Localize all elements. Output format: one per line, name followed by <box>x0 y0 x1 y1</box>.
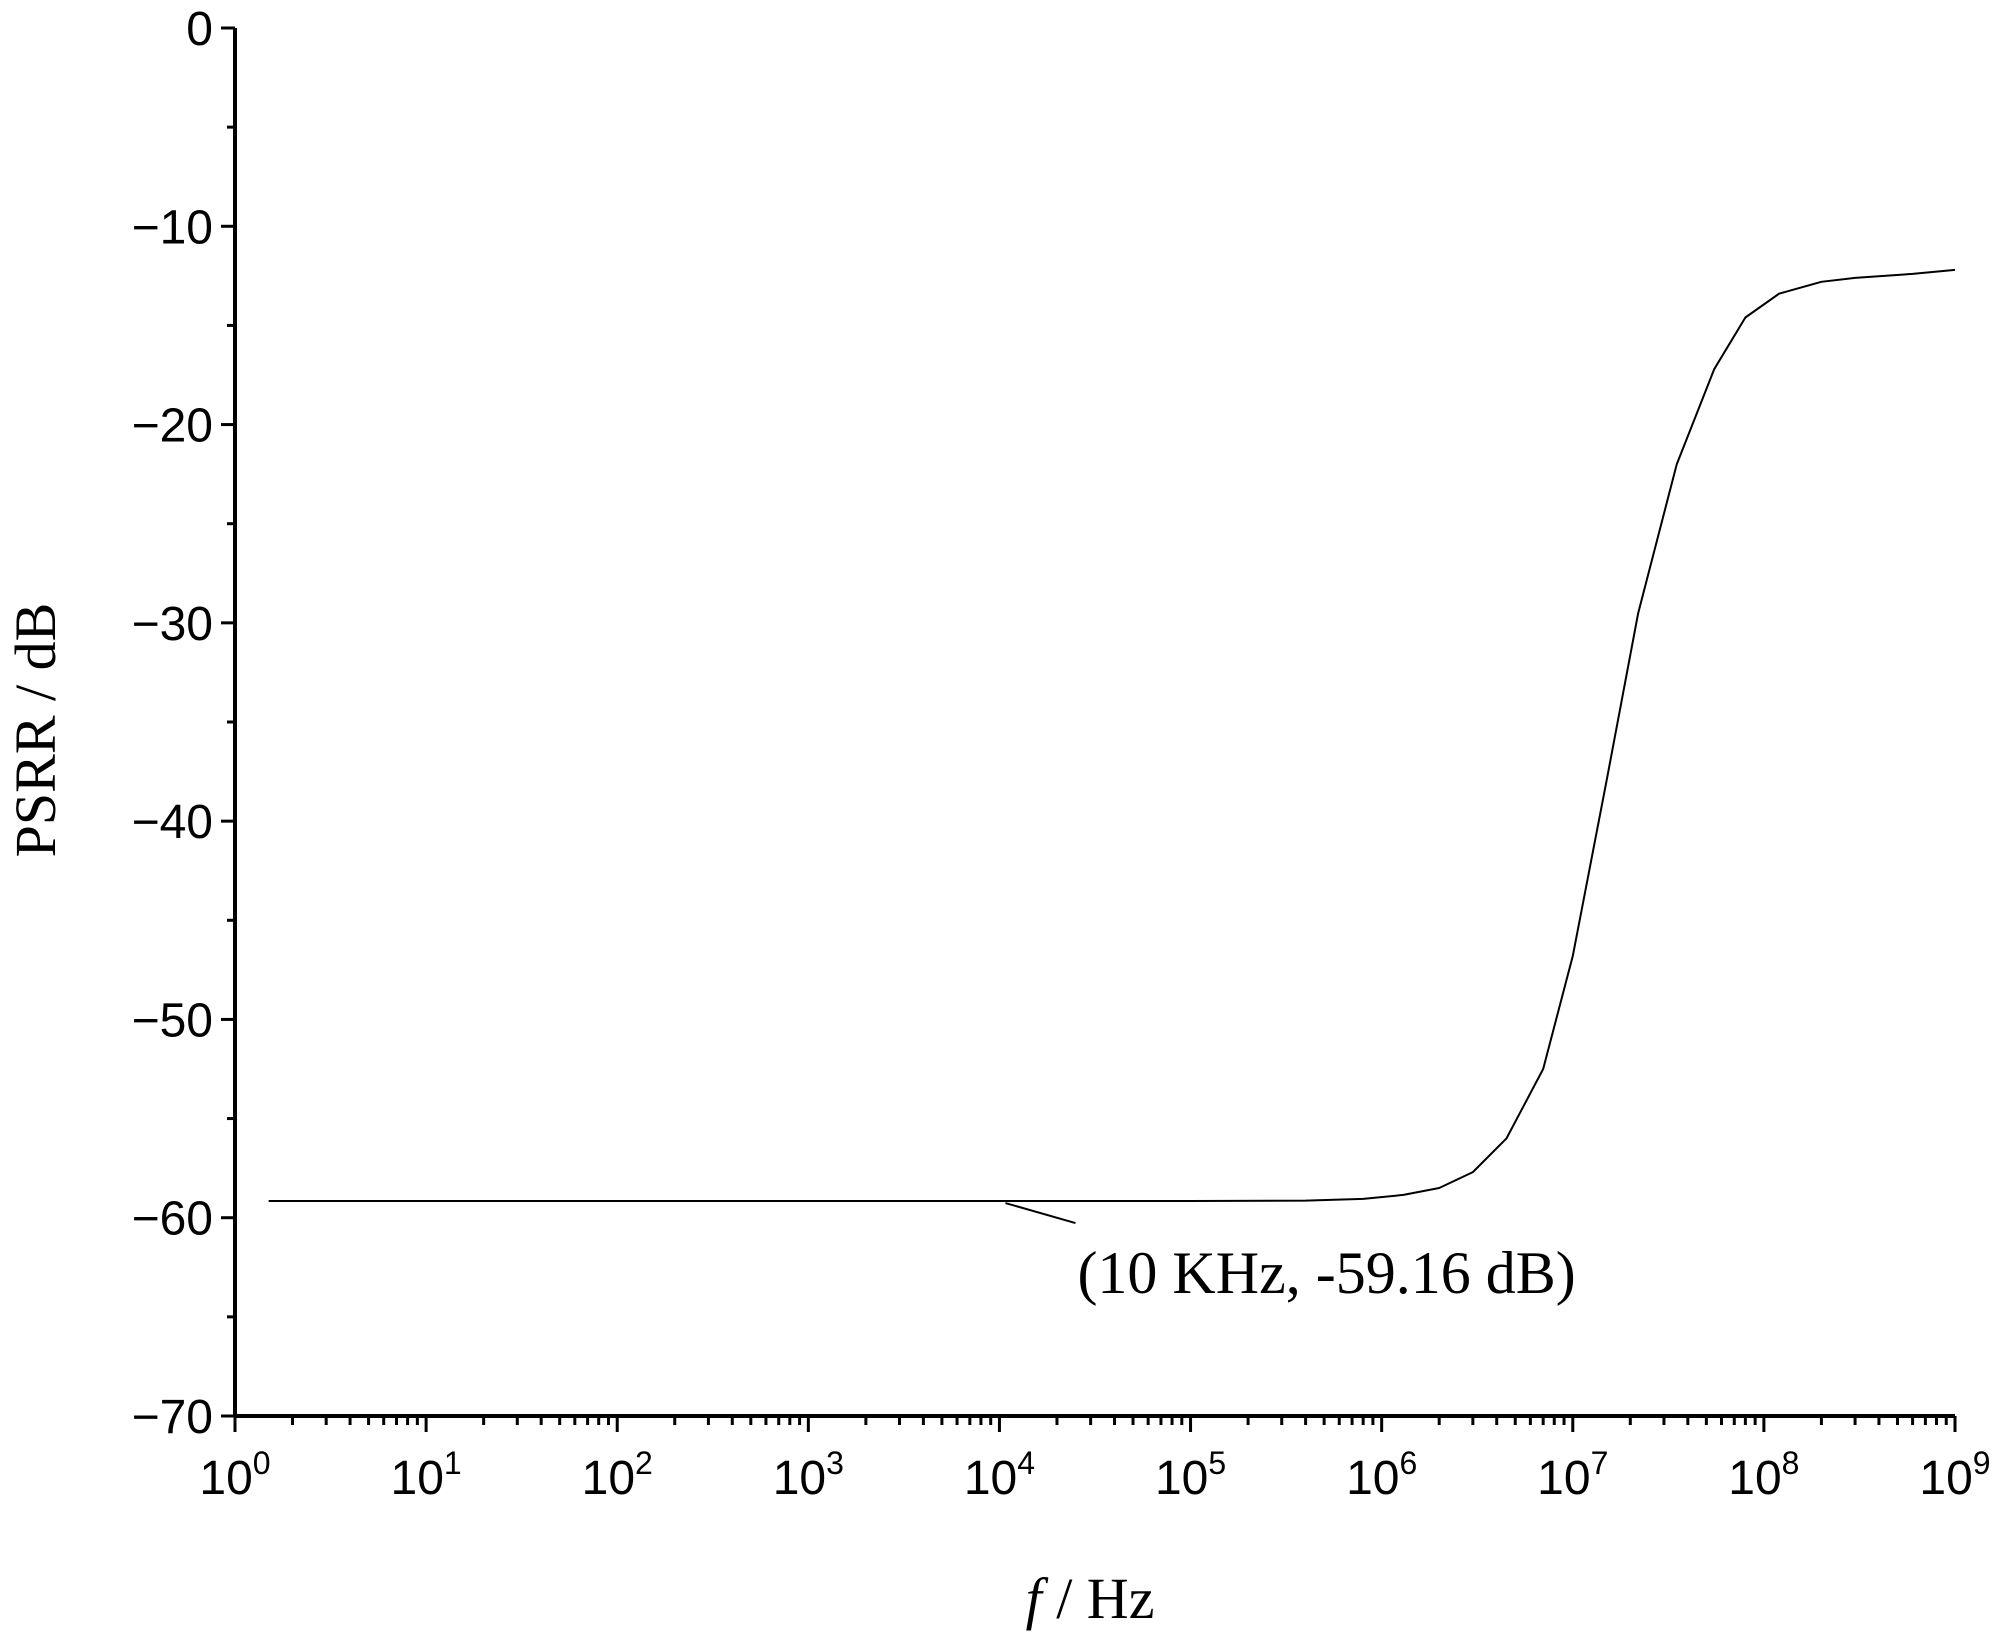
x-tick-label-base: 10 <box>1155 1452 1208 1505</box>
x-tick-label: 105 <box>1155 1445 1226 1505</box>
y-tick-label: 0 <box>186 3 213 56</box>
annotation-leader-line <box>1005 1202 1076 1225</box>
x-tick-label: 100 <box>199 1445 270 1505</box>
x-tick-label-exponent: 8 <box>1782 1445 1800 1481</box>
annotation-label: (10 KHz, -59.16 dB) <box>1077 1240 1575 1306</box>
y-tick-label: −50 <box>132 994 213 1047</box>
x-tick-label-exponent: 6 <box>1399 1445 1417 1481</box>
series-layer <box>268 268 1956 1203</box>
x-tick-label-base: 10 <box>1346 1452 1399 1505</box>
x-tick-label-base: 10 <box>773 1452 826 1505</box>
y-tick-label: −10 <box>132 201 213 254</box>
y-tick-label: −40 <box>132 796 213 849</box>
psrr-curve <box>268 268 1956 1203</box>
x-tick-label-exponent: 4 <box>1017 1445 1035 1481</box>
y-tick-label: −60 <box>132 1193 213 1246</box>
x-tick-label-base: 10 <box>391 1452 444 1505</box>
x-tick-label: 101 <box>391 1445 462 1505</box>
x-tick-label: 103 <box>773 1445 844 1505</box>
annotation-layer: (10 KHz, -59.16 dB) <box>1005 1202 1576 1306</box>
x-tick-label-exponent: 7 <box>1591 1445 1609 1481</box>
x-tick-label-exponent: 1 <box>444 1445 462 1481</box>
x-tick-label-exponent: 3 <box>826 1445 844 1481</box>
x-axis-unit: / Hz <box>1042 1566 1155 1631</box>
x-tick-label-exponent: 5 <box>1208 1445 1226 1481</box>
x-tick-label: 109 <box>1919 1445 1990 1505</box>
x-tick-label: 106 <box>1346 1445 1417 1505</box>
x-tick-label-base: 10 <box>1919 1452 1972 1505</box>
x-axis-title: f / Hz <box>1026 1566 1155 1631</box>
y-tick-label: −30 <box>132 598 213 651</box>
x-tick-label-exponent: 0 <box>253 1445 271 1481</box>
x-tick-label-base: 10 <box>1537 1452 1590 1505</box>
y-tick-label: −20 <box>132 400 213 453</box>
axes <box>233 28 1955 1418</box>
x-tick-label: 107 <box>1537 1445 1608 1505</box>
x-tick-label: 104 <box>964 1445 1035 1505</box>
x-tick-label: 108 <box>1728 1445 1799 1505</box>
ticks <box>221 26 1957 1432</box>
x-tick-label-base: 10 <box>199 1452 252 1505</box>
x-tick-label-base: 10 <box>1728 1452 1781 1505</box>
x-tick-label-base: 10 <box>582 1452 635 1505</box>
x-tick-label-exponent: 9 <box>1973 1445 1991 1481</box>
x-tick-label: 102 <box>582 1445 653 1505</box>
y-tick-label: −70 <box>132 1391 213 1444</box>
x-tick-label-base: 10 <box>964 1452 1017 1505</box>
x-tick-label-exponent: 2 <box>635 1445 653 1481</box>
y-axis-title: PSRR / dB <box>3 603 68 858</box>
